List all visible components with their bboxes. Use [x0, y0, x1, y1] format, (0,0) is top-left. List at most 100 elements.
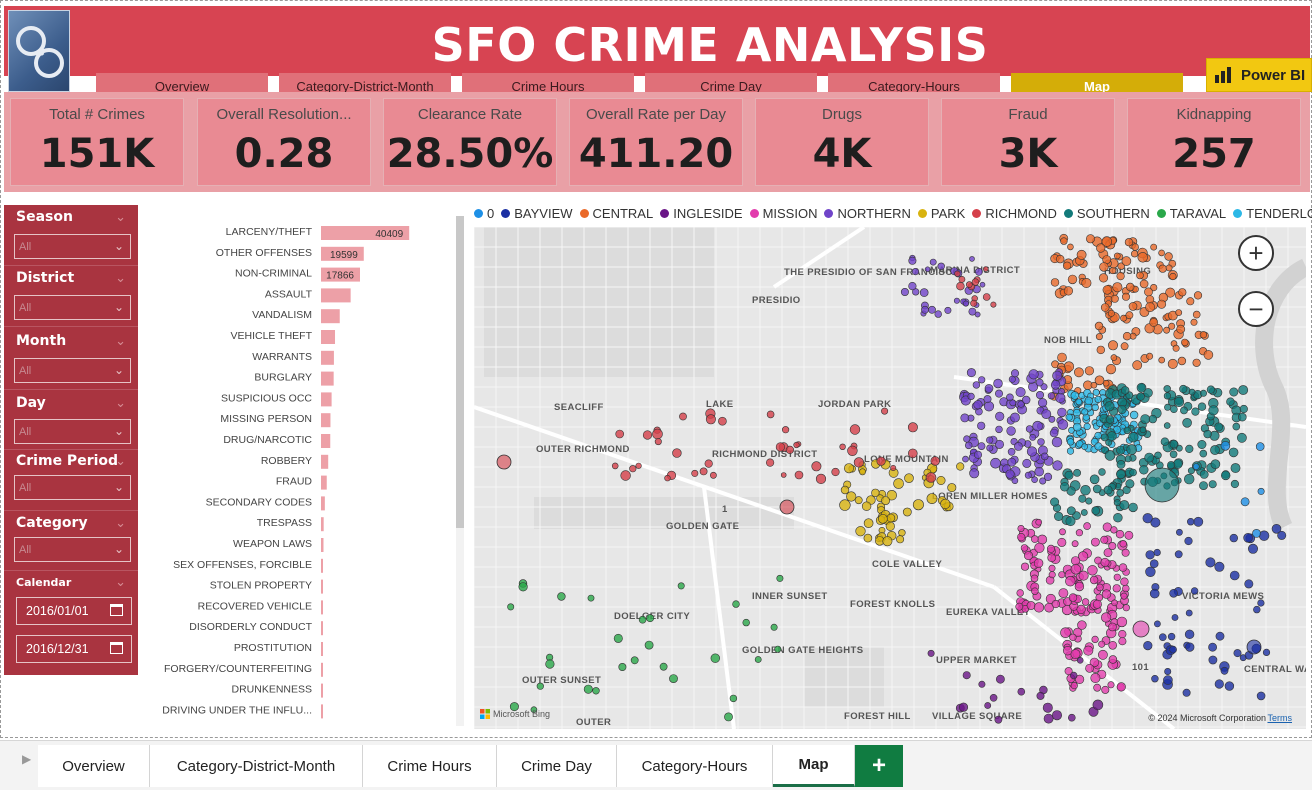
crime-point[interactable] [1094, 442, 1103, 451]
crime-point[interactable] [1122, 331, 1132, 341]
crime-point[interactable] [1253, 605, 1261, 614]
crime-point[interactable] [1077, 551, 1089, 562]
crime-point[interactable] [1208, 480, 1217, 489]
crime-point[interactable] [1096, 345, 1105, 355]
crime-point[interactable] [962, 455, 969, 463]
crime-point[interactable] [1163, 675, 1173, 685]
crime-point[interactable] [1170, 405, 1178, 413]
crime-point[interactable] [770, 623, 778, 631]
crime-point[interactable] [1131, 243, 1139, 251]
crime-point[interactable] [638, 615, 647, 624]
crime-point[interactable] [1192, 358, 1201, 367]
crime-point[interactable] [846, 491, 857, 502]
crime-point[interactable] [984, 384, 994, 393]
crime-point[interactable] [911, 267, 920, 276]
crime-point[interactable] [1010, 412, 1020, 423]
crime-point[interactable] [1108, 622, 1117, 632]
crime-point[interactable] [509, 702, 519, 712]
crime-point[interactable] [1116, 616, 1128, 628]
crime-point[interactable] [995, 411, 1005, 421]
crime-point[interactable] [994, 389, 1003, 398]
bar[interactable] [321, 621, 323, 636]
crime-point[interactable] [1128, 432, 1139, 443]
crime-point[interactable] [1197, 440, 1207, 450]
crime-point[interactable] [1164, 403, 1172, 411]
crime-point[interactable] [620, 470, 631, 481]
crime-point[interactable] [1011, 477, 1019, 484]
crime-point[interactable] [1123, 426, 1131, 435]
crime-point[interactable] [1185, 444, 1194, 453]
crime-point[interactable] [1033, 558, 1044, 568]
crime-point[interactable] [1048, 571, 1056, 579]
crime-point[interactable] [1230, 463, 1241, 473]
crime-point[interactable] [1122, 584, 1130, 593]
crime-point[interactable] [986, 436, 994, 444]
crime-point[interactable] [699, 467, 708, 476]
legend-item[interactable]: SOUTHERN [1063, 206, 1150, 221]
crime-point[interactable] [1121, 256, 1132, 266]
tab-map[interactable]: Map [773, 745, 855, 787]
crime-point[interactable] [982, 266, 989, 272]
crime-point[interactable] [1104, 450, 1116, 461]
crime-point[interactable] [1183, 473, 1195, 485]
crime-point[interactable] [1070, 564, 1081, 575]
crime-point[interactable] [1158, 249, 1165, 257]
crime-point[interactable] [679, 412, 687, 421]
crime-point[interactable] [890, 465, 897, 472]
tab-scroll-right-icon[interactable]: ▶ [22, 752, 32, 766]
crime-point[interactable] [1143, 388, 1153, 398]
crime-point[interactable] [1208, 405, 1219, 416]
crime-point[interactable] [1193, 291, 1203, 300]
crime-point[interactable] [1149, 318, 1159, 327]
crime-point[interactable] [1120, 577, 1129, 586]
crime-point[interactable] [1115, 530, 1125, 539]
crime-point[interactable] [896, 535, 905, 544]
crime-point[interactable] [1067, 243, 1074, 251]
chevron-down-icon[interactable]: ⌄ [115, 515, 126, 530]
bar[interactable] [321, 392, 332, 407]
crime-point[interactable] [1229, 570, 1240, 581]
crime-point[interactable] [1059, 482, 1070, 492]
crime-point[interactable] [1120, 314, 1127, 322]
crime-point[interactable] [1112, 282, 1123, 293]
crime-point[interactable] [908, 281, 917, 291]
crime-point[interactable] [1230, 479, 1240, 489]
crime-point[interactable] [794, 470, 804, 480]
crime-period-dropdown[interactable]: All ⌄ [14, 475, 131, 500]
crime-point[interactable] [1076, 604, 1086, 615]
crime-point[interactable] [1116, 271, 1125, 281]
crime-point[interactable] [849, 424, 861, 435]
crime-point[interactable] [1192, 310, 1201, 319]
crime-point[interactable] [1065, 413, 1073, 421]
crime-point[interactable] [1182, 688, 1191, 697]
season-dropdown[interactable]: All ⌄ [14, 234, 131, 259]
crime-point[interactable] [859, 468, 866, 476]
crime-point[interactable] [1117, 405, 1127, 415]
crime-point[interactable] [978, 376, 986, 384]
crime-point[interactable] [934, 310, 942, 318]
crime-point[interactable] [1050, 380, 1061, 390]
crime-point[interactable] [1256, 691, 1266, 701]
crime-point[interactable] [1151, 675, 1159, 683]
crime-point[interactable] [704, 459, 713, 468]
crime-point[interactable] [1073, 627, 1083, 638]
crime-point[interactable] [1191, 407, 1200, 416]
crime-point[interactable] [1208, 642, 1217, 652]
crime-point[interactable] [1090, 672, 1101, 683]
bar[interactable] [321, 434, 331, 448]
crime-point[interactable] [1132, 360, 1143, 371]
crime-point[interactable] [982, 293, 991, 301]
crime-point[interactable] [1035, 391, 1044, 400]
crime-point[interactable] [1091, 635, 1099, 644]
crime-point[interactable] [930, 456, 940, 466]
bar[interactable] [321, 288, 351, 303]
crime-point[interactable] [1089, 474, 1100, 485]
day-dropdown[interactable]: All ⌄ [14, 419, 131, 444]
crime-point[interactable] [1157, 299, 1167, 309]
crime-point[interactable] [993, 378, 1003, 389]
crime-point[interactable] [977, 421, 986, 430]
chevron-down-icon[interactable]: ⌄ [115, 395, 126, 410]
crime-point[interactable] [1072, 422, 1082, 432]
scrollbar-thumb[interactable] [456, 216, 464, 528]
crime-point[interactable] [766, 410, 775, 419]
